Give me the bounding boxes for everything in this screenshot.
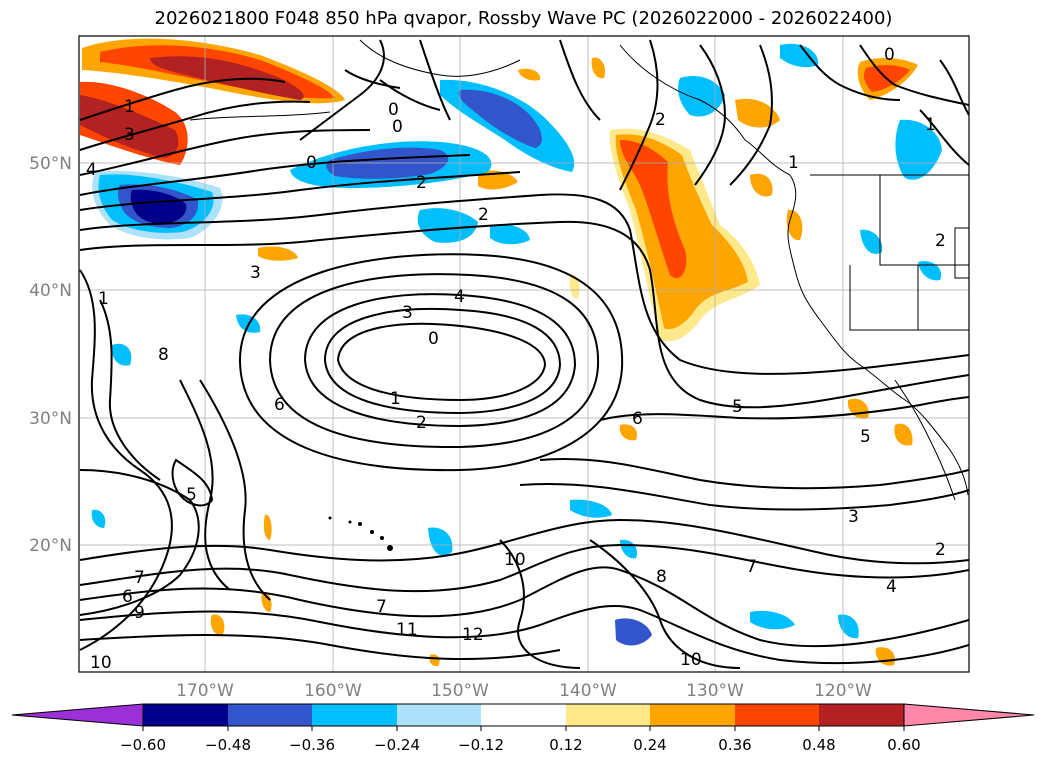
lon-label: 170°W xyxy=(176,681,234,701)
lon-label: 150°W xyxy=(431,681,489,701)
contour-label: 3 xyxy=(124,125,135,145)
contour-label: 6 xyxy=(632,409,643,429)
map-plot-area: 1 3 4 0 2 2 0 0 2 2 1 3 4 3 0 1 2 6 6 5 … xyxy=(79,36,969,673)
contour-label: 2 xyxy=(416,413,427,433)
colorbar-tick-label: −0.12 xyxy=(458,736,504,754)
contour-label: 0 xyxy=(884,45,895,65)
contour-label: 5 xyxy=(732,397,743,417)
lon-label: 160°W xyxy=(304,681,362,701)
colorbar-tick-label: 0.24 xyxy=(633,736,666,754)
contour-label: 11 xyxy=(396,620,418,640)
longitude-labels: 170°W 160°W 150°W 140°W 130°W 120°W xyxy=(176,681,872,701)
contour-label: 0 xyxy=(388,100,399,120)
lat-label: 50°N xyxy=(29,154,72,174)
contour-label: 3 xyxy=(848,507,859,527)
contour-label: 0 xyxy=(392,117,403,137)
contour-label: 10 xyxy=(680,650,702,670)
colorbar-segment xyxy=(312,704,397,726)
colorbar-segment xyxy=(397,704,481,726)
colorbar-segment xyxy=(481,704,566,726)
contour-label: 1 xyxy=(788,153,799,173)
colorbar-segment xyxy=(228,704,312,726)
colorbar-tick-label: −0.36 xyxy=(289,736,335,754)
contour-label: 4 xyxy=(86,160,97,180)
contour-label: 2 xyxy=(478,205,489,225)
colorbar-segment xyxy=(650,704,735,726)
contour-label: 4 xyxy=(886,577,897,597)
colorbar-tick-label: −0.48 xyxy=(205,736,251,754)
contour-label: 1 xyxy=(98,289,109,309)
contour-label: 7 xyxy=(376,597,387,617)
gridlines xyxy=(79,36,969,672)
colorbar-tick-label: −0.60 xyxy=(120,736,166,754)
contour-label: 6 xyxy=(122,587,133,607)
contour-labels: 1 3 4 0 2 2 0 0 2 2 1 3 4 3 0 1 2 6 6 5 … xyxy=(86,45,946,673)
lat-label: 30°N xyxy=(29,409,72,429)
islands xyxy=(328,516,393,551)
coastlines xyxy=(189,39,969,501)
contour-label: 2 xyxy=(416,173,427,193)
colorbar-tick-label: 0.48 xyxy=(802,736,835,754)
contour-label: 2 xyxy=(935,540,946,560)
contour-label: 4 xyxy=(454,287,465,307)
lon-label: 120°W xyxy=(814,681,872,701)
colorbar-tick-label: −0.24 xyxy=(374,736,420,754)
contour-label: 2 xyxy=(935,231,946,251)
contour-label: 5 xyxy=(186,485,197,505)
contour-label: 12 xyxy=(462,625,484,645)
contour-label: 0 xyxy=(428,329,439,349)
contour-label: 5 xyxy=(860,427,871,447)
map-title: 2026021800 F048 850 hPa qvapor, Rossby W… xyxy=(154,8,893,29)
contour-label: 1 xyxy=(124,97,135,117)
map-frame xyxy=(78,35,970,673)
colorbar-segment xyxy=(566,704,650,726)
lat-label: 20°N xyxy=(29,536,72,556)
positive-anomaly-shading xyxy=(80,38,918,667)
lon-label: 130°W xyxy=(686,681,744,701)
colorbar-under-extend xyxy=(11,703,144,727)
latitude-labels: 50°N 40°N 30°N 20°N xyxy=(29,154,72,556)
contour-label: 6 xyxy=(274,395,285,415)
contour-label: 0 xyxy=(306,153,317,173)
lat-label: 40°N xyxy=(29,281,72,301)
contour-label: 3 xyxy=(250,263,261,283)
contour-label: 8 xyxy=(656,567,667,587)
contour-label: 10 xyxy=(90,653,112,673)
contour-label: 9 xyxy=(134,603,145,623)
contour-label: 1 xyxy=(925,115,936,135)
colorbar-tick-label: 0.12 xyxy=(549,736,582,754)
contour-label: 8 xyxy=(158,345,169,365)
contour-lines xyxy=(79,39,969,669)
contour-label: 7 xyxy=(134,568,145,588)
colorbar: −0.60 −0.48 −0.36 −0.24 −0.12 0.12 0.24 … xyxy=(11,703,1035,754)
colorbar-segment xyxy=(143,704,228,726)
negative-anomaly-shading xyxy=(91,43,942,646)
contour-label: 3 xyxy=(402,303,413,323)
contour-label: 7 xyxy=(746,557,757,577)
lon-label: 140°W xyxy=(559,681,617,701)
colorbar-segment xyxy=(819,704,904,726)
colorbar-segment xyxy=(735,704,819,726)
colorbar-tick-label: 0.60 xyxy=(887,736,920,754)
colorbar-tick-label: 0.36 xyxy=(718,736,751,754)
contour-label: 2 xyxy=(655,110,666,130)
contour-label: 1 xyxy=(390,389,401,409)
contour-label: 10 xyxy=(504,550,526,570)
colorbar-over-extend xyxy=(903,703,1035,727)
